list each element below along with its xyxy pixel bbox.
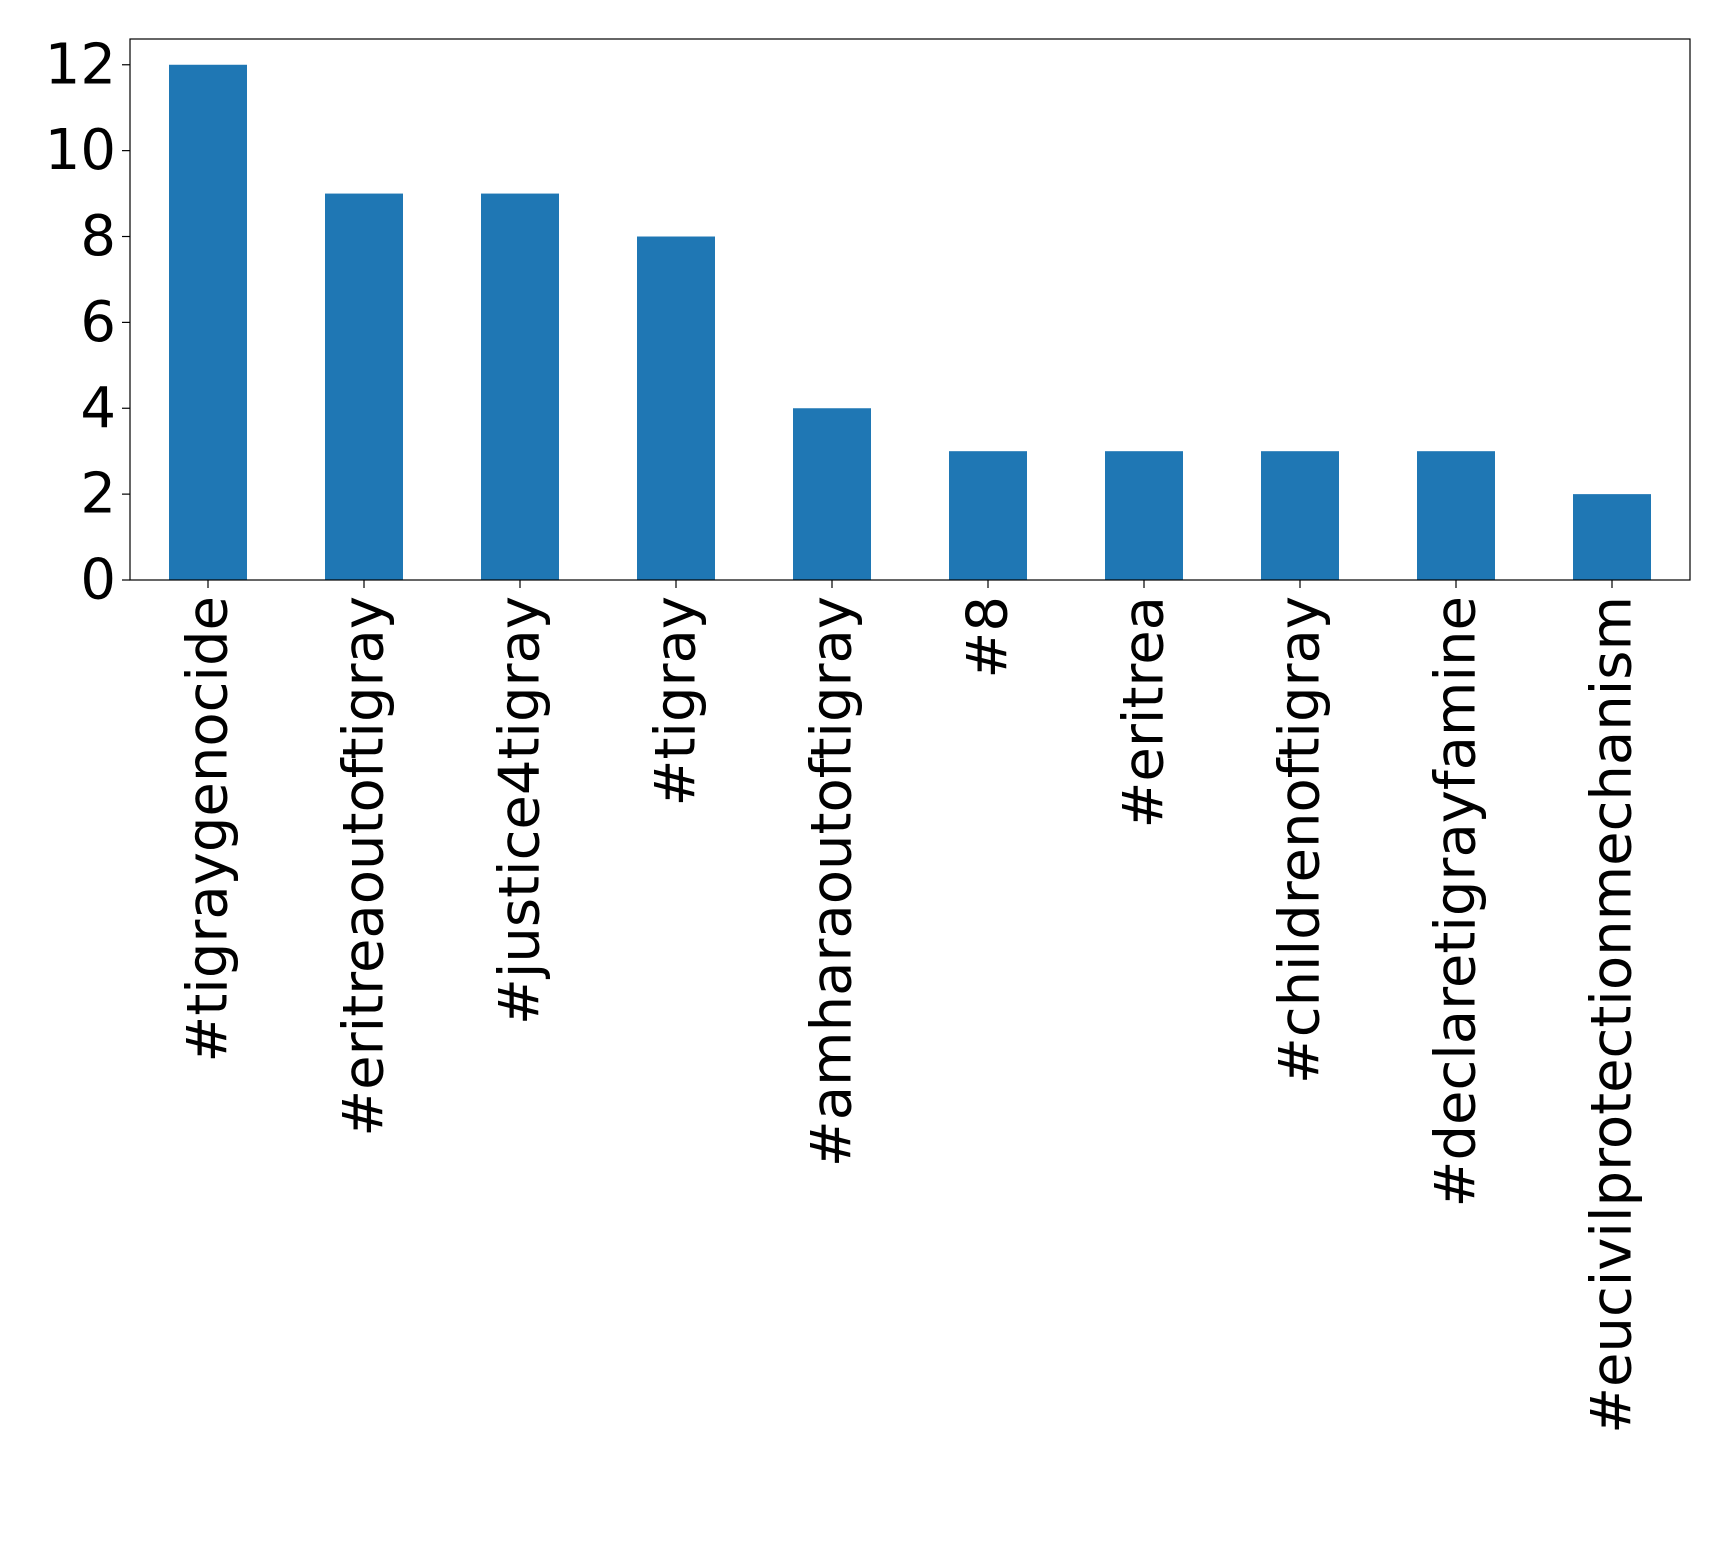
y-axis: 0 2 4 6 8 10 12 xyxy=(45,32,130,613)
x-tick-label-4: #amharaoutoftigray xyxy=(800,596,865,1167)
x-tick-label-6: #eritrea xyxy=(1112,596,1177,828)
x-tick-label-9: #eucivilprotectionmechanism xyxy=(1580,596,1645,1434)
y-tick-label-5: 10 xyxy=(45,118,116,183)
bar-5 xyxy=(949,451,1027,580)
y-tick-label-6: 12 xyxy=(45,32,116,97)
x-axis: #tigraygenocide #eritreaoutoftigray #justi… xyxy=(176,580,1645,1434)
bar-8 xyxy=(1417,451,1495,580)
y-tick-label-3: 6 xyxy=(80,290,116,355)
bar-9 xyxy=(1573,494,1651,580)
bar-1 xyxy=(325,193,403,580)
plot-frame xyxy=(129,38,1691,581)
x-tick-label-0: #tigraygenocide xyxy=(176,596,241,1063)
x-tick-label-8: #declaretigrayfamine xyxy=(1424,596,1489,1207)
bar-6 xyxy=(1105,451,1183,580)
y-tick-label-4: 8 xyxy=(80,204,116,269)
x-tick-label-3: #tigray xyxy=(644,596,709,806)
bar-0 xyxy=(169,64,247,580)
y-tick-label-2: 4 xyxy=(80,376,116,441)
x-tick-label-2: #justice4tigray xyxy=(488,596,553,1025)
bar-4 xyxy=(793,408,871,580)
x-tick-label-1: #eritreaoutoftigray xyxy=(332,596,397,1137)
y-tick-label-0: 0 xyxy=(80,548,116,613)
x-tick-label-7: #childrenoftigray xyxy=(1268,596,1333,1084)
bars-layer xyxy=(169,64,1651,580)
x-tick-label-5: #8 xyxy=(956,596,1021,679)
bar-7 xyxy=(1261,451,1339,580)
bar-2 xyxy=(481,193,559,580)
y-tick-label-1: 2 xyxy=(80,462,116,527)
bar-3 xyxy=(637,236,715,580)
